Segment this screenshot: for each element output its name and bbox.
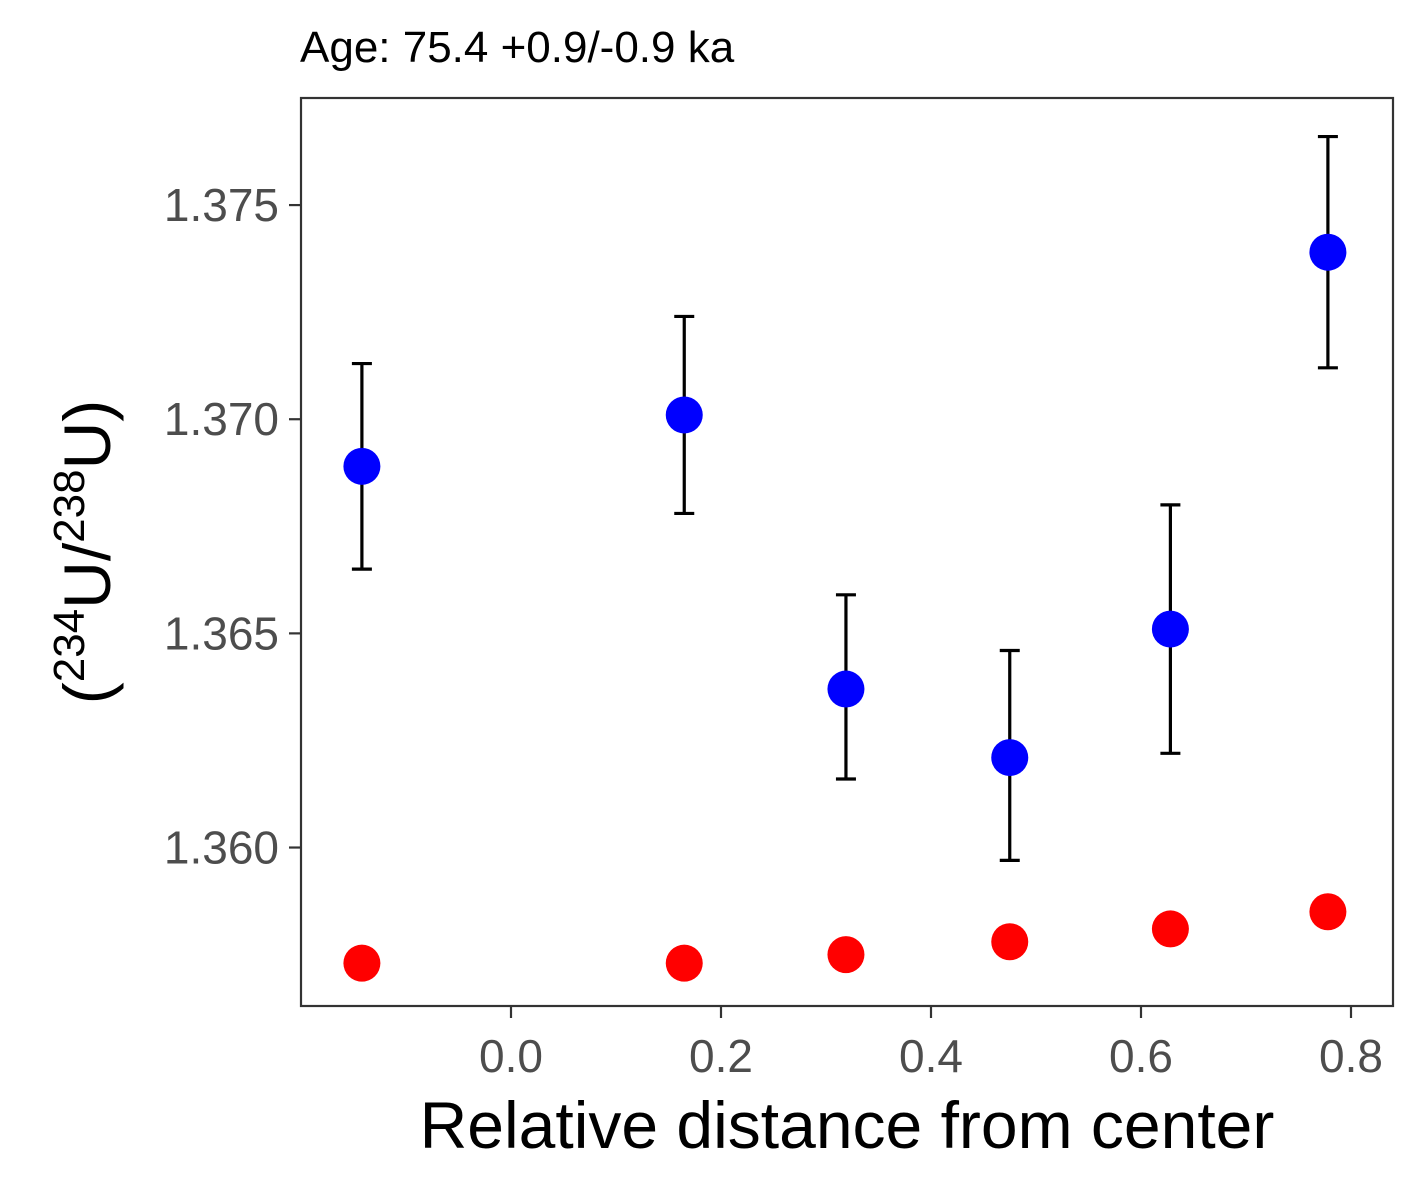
x-tick-label: 0.4: [899, 1030, 963, 1082]
data-point: [827, 936, 865, 974]
y-tick-label: 1.365: [164, 607, 279, 659]
panel-border: [299, 96, 1395, 1008]
x-axis: 0.0 0.2 0.4 0.6 0.8: [479, 1006, 1383, 1082]
y-axis-title-end: U): [50, 400, 124, 470]
series-1: [343, 134, 1347, 862]
data-point: [665, 396, 703, 434]
data-point: [1151, 610, 1189, 648]
data-point: [1151, 910, 1189, 948]
y-axis-title-sup-234: 234: [45, 609, 94, 682]
y-axis-title: (234U/238U): [45, 400, 124, 704]
series-2: [343, 893, 1347, 982]
data-point: [343, 447, 381, 485]
x-tick-label: 0.2: [689, 1030, 753, 1082]
x-tick-label: 0.8: [1319, 1030, 1383, 1082]
plot-area: [343, 134, 1347, 982]
data-point: [991, 923, 1029, 961]
data-point: [343, 944, 381, 982]
data-point: [1309, 893, 1347, 931]
x-tick-label: 0.0: [479, 1030, 543, 1082]
y-axis-title-mid: U/: [50, 542, 124, 609]
x-tick-label: 0.6: [1109, 1030, 1173, 1082]
y-axis-title-open: (: [50, 682, 124, 704]
y-axis: 1.360 1.365 1.370 1.375: [164, 179, 301, 874]
y-tick-label: 1.360: [164, 822, 279, 874]
data-point: [665, 944, 703, 982]
x-axis-title: Relative distance from center: [420, 1088, 1275, 1162]
chart-title: Age: 75.4 +0.9/-0.9 ka: [300, 23, 735, 72]
y-axis-title-sup-238: 238: [45, 469, 94, 542]
data-point: [827, 670, 865, 708]
data-point: [991, 739, 1029, 777]
y-tick-label: 1.370: [164, 393, 279, 445]
y-tick-label: 1.375: [164, 179, 279, 231]
data-point: [1309, 233, 1347, 271]
